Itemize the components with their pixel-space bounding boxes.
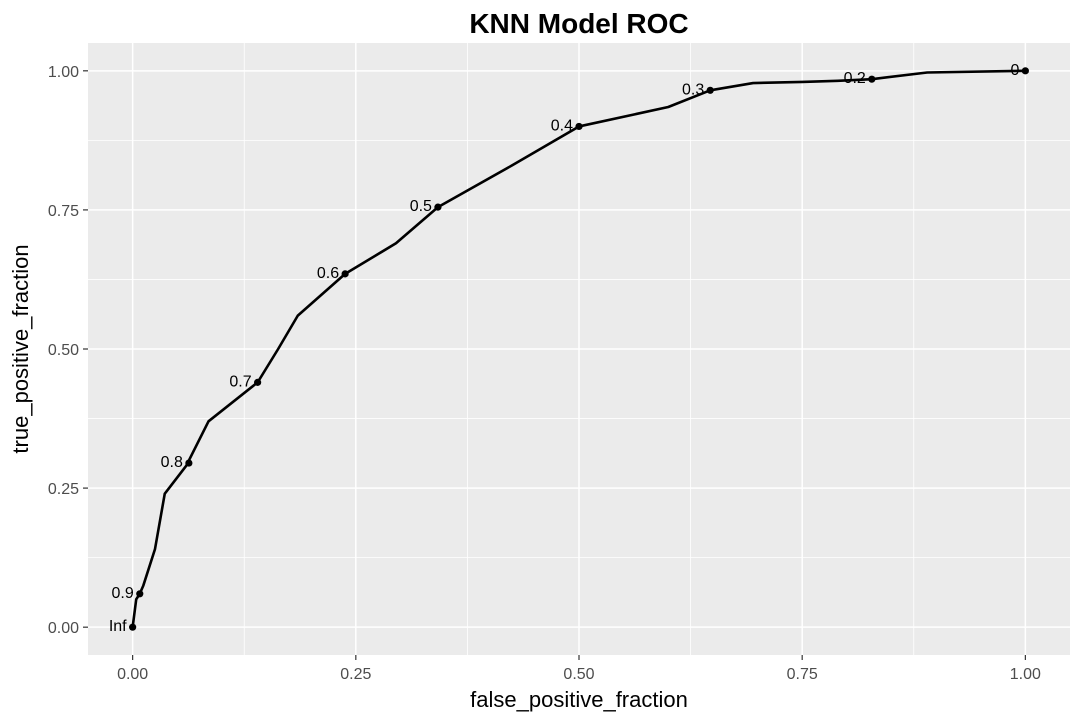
cutoff-point [254,378,262,386]
cutoff-point [868,75,876,83]
cutoff-label: Inf [109,618,127,635]
cutoff-point [185,459,193,467]
x-tick-label: 1.00 [1010,666,1041,683]
x-axis-title: false_positive_fraction [470,687,688,712]
cutoff-point [1021,67,1029,75]
y-axis-title: true_positive_fraction [8,244,33,453]
cutoff-point [341,270,349,278]
roc-curve-line [131,69,1026,628]
major-gridlines [88,43,1070,655]
cutoff-label: 0.4 [551,117,573,134]
chart-title: KNN Model ROC [469,8,688,39]
y-tick-label: 0.50 [48,342,79,359]
cutoff-label: 0.5 [410,198,432,215]
cutoff-point [434,203,442,211]
x-tick-label: 0.75 [787,666,818,683]
cutoff-labels: Inf 0.9 0.8 0.7 0.6 0.5 0.4 0.3 0.2 0 [109,62,1020,635]
x-tick-label: 0.25 [340,666,371,683]
cutoff-point [129,623,137,631]
cutoff-point [706,86,714,94]
cutoff-label: 0.7 [229,373,251,390]
y-tick-label: 0.00 [48,620,79,637]
x-tick-label: 0.00 [117,666,148,683]
cutoff-label: 0.9 [112,585,134,602]
cutoff-point [136,590,144,598]
cutoff-label: 0.3 [682,81,704,98]
y-tick-label: 1.00 [48,64,79,81]
cutoff-points [129,67,1029,631]
y-tick-label: 0.25 [48,481,79,498]
cutoff-label: 0 [1010,62,1019,79]
y-tick-label: 0.75 [48,203,79,220]
cutoff-point [575,122,583,131]
cutoff-label: 0.8 [161,454,183,471]
axis-ticks [83,70,1026,660]
cutoff-label: 0.2 [844,70,866,87]
x-tick-labels: 0.00 0.25 0.50 0.75 1.00 [117,666,1041,683]
cutoff-label: 0.6 [317,265,339,282]
y-tick-labels: 0.00 0.25 0.50 0.75 1.00 [48,64,79,637]
x-tick-label: 0.50 [563,666,594,683]
